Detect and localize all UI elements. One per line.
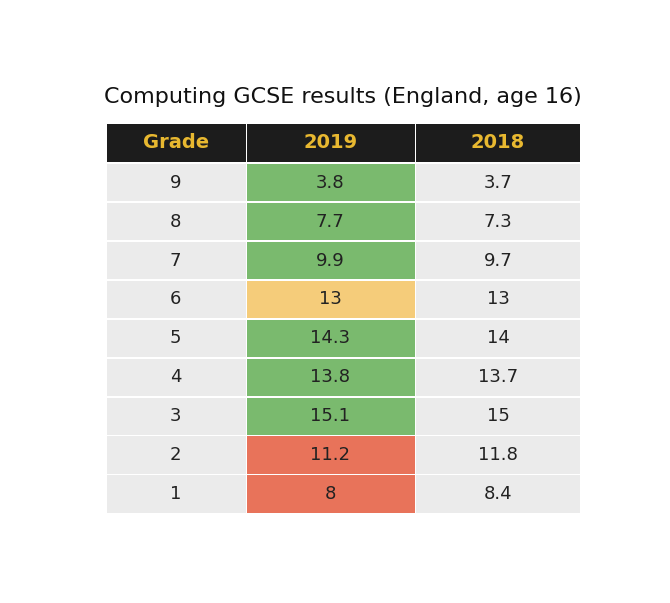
Bar xyxy=(246,359,415,396)
Bar xyxy=(415,122,582,162)
Text: 9.7: 9.7 xyxy=(484,251,513,270)
Text: 14: 14 xyxy=(486,329,509,347)
Bar xyxy=(580,122,582,513)
Text: 8.4: 8.4 xyxy=(484,485,513,503)
Bar xyxy=(105,318,582,320)
Bar xyxy=(105,279,582,281)
Bar xyxy=(105,435,582,437)
Bar xyxy=(415,475,582,513)
Text: 2: 2 xyxy=(170,446,182,464)
Bar xyxy=(246,122,247,513)
Text: 13: 13 xyxy=(319,291,342,309)
Text: 3: 3 xyxy=(170,407,182,425)
Text: 3.7: 3.7 xyxy=(484,174,513,192)
Bar xyxy=(246,242,415,279)
Bar xyxy=(246,475,415,513)
Bar xyxy=(105,242,246,279)
Bar xyxy=(415,281,582,318)
Text: 2019: 2019 xyxy=(304,133,357,152)
Bar xyxy=(246,281,415,318)
Bar xyxy=(105,241,582,242)
Text: 1: 1 xyxy=(170,485,182,503)
Text: 6: 6 xyxy=(170,291,182,309)
Bar xyxy=(415,242,582,279)
Bar xyxy=(246,164,415,201)
Bar xyxy=(105,164,246,201)
Bar xyxy=(246,437,415,474)
Bar xyxy=(105,437,246,474)
Text: Computing GCSE results (England, age 16): Computing GCSE results (England, age 16) xyxy=(105,87,582,107)
Text: 7.3: 7.3 xyxy=(484,213,513,230)
Bar xyxy=(105,359,246,396)
Text: 13.7: 13.7 xyxy=(478,368,518,387)
Text: 14.3: 14.3 xyxy=(310,329,350,347)
Bar xyxy=(105,475,246,513)
Bar xyxy=(246,320,415,357)
Text: 15.1: 15.1 xyxy=(310,407,350,425)
Text: 13.8: 13.8 xyxy=(310,368,350,387)
Bar xyxy=(105,122,582,124)
Text: 9.9: 9.9 xyxy=(316,251,344,270)
Text: 4: 4 xyxy=(170,368,182,387)
Text: 9: 9 xyxy=(170,174,182,192)
Bar xyxy=(415,437,582,474)
Text: 2018: 2018 xyxy=(471,133,525,152)
Text: 7: 7 xyxy=(170,251,182,270)
Text: 15: 15 xyxy=(486,407,509,425)
Bar xyxy=(246,122,415,162)
Text: 8: 8 xyxy=(324,485,336,503)
Bar xyxy=(105,162,582,164)
Text: 11.8: 11.8 xyxy=(478,446,518,464)
Text: 13: 13 xyxy=(486,291,509,309)
Bar xyxy=(246,397,415,435)
Bar xyxy=(105,281,246,318)
Bar xyxy=(105,396,582,397)
Bar xyxy=(415,122,416,513)
Bar xyxy=(105,122,107,513)
Bar xyxy=(105,201,582,203)
Bar xyxy=(415,359,582,396)
Bar xyxy=(105,474,582,475)
Bar xyxy=(415,164,582,201)
Bar xyxy=(105,357,582,359)
Text: 3.8: 3.8 xyxy=(316,174,344,192)
Bar xyxy=(105,397,246,435)
Bar xyxy=(246,203,415,241)
Bar xyxy=(105,203,246,241)
Text: 11.2: 11.2 xyxy=(310,446,350,464)
Text: 8: 8 xyxy=(170,213,182,230)
Bar xyxy=(415,397,582,435)
Bar xyxy=(105,320,246,357)
Bar xyxy=(415,320,582,357)
Bar xyxy=(415,203,582,241)
Text: 7.7: 7.7 xyxy=(316,213,344,230)
Bar xyxy=(105,122,246,162)
Text: 5: 5 xyxy=(170,329,182,347)
Text: Grade: Grade xyxy=(143,133,208,152)
